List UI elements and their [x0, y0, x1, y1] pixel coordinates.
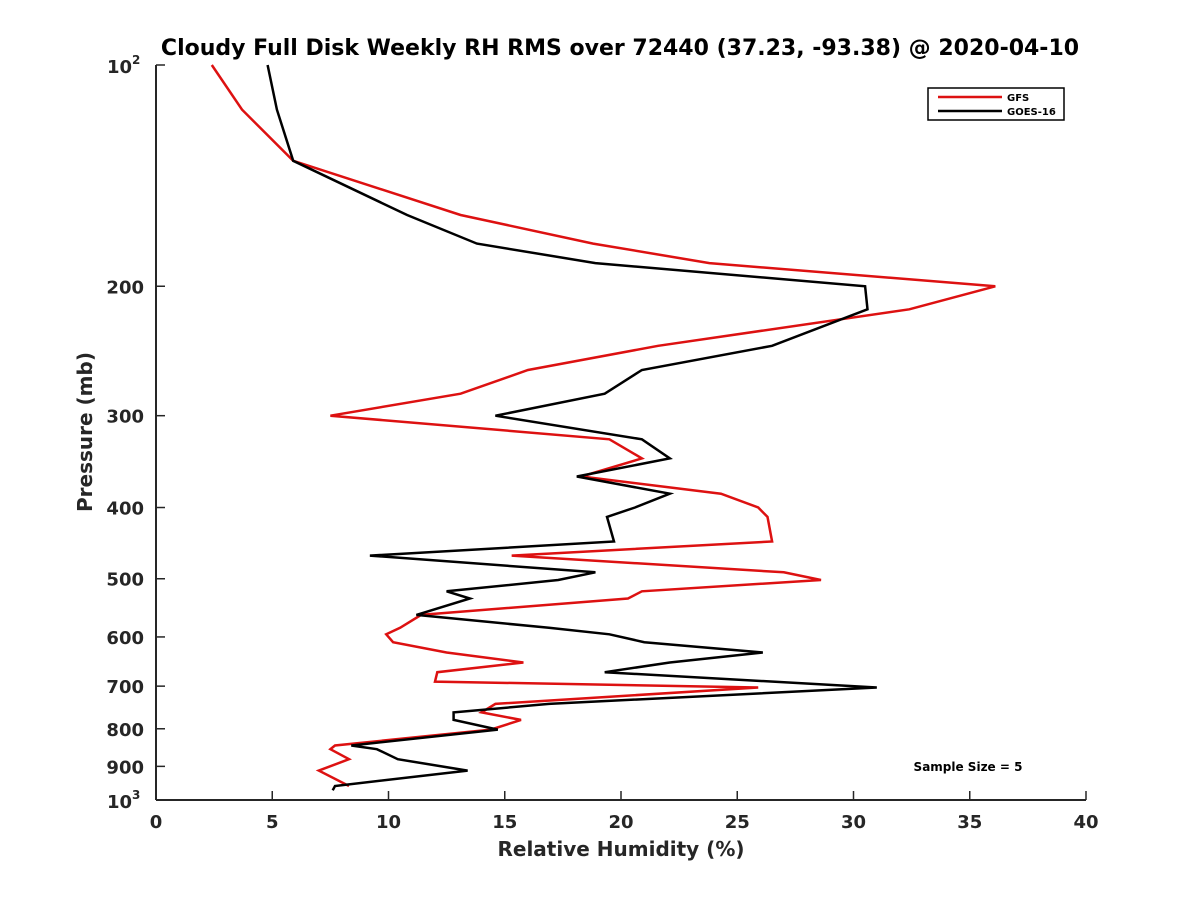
legend: GFS GOES-16 [927, 87, 1065, 121]
x-tick-label: 30 [841, 812, 866, 833]
legend-label-gfs: GFS [1007, 93, 1029, 104]
y-tick-label: 600 [106, 628, 144, 649]
series-layer [210, 64, 996, 791]
chart-title: Cloudy Full Disk Weekly RH RMS over 7244… [161, 36, 1079, 61]
y-tick-label: 200 [106, 277, 144, 298]
y-tick-label: 500 [106, 570, 144, 591]
x-tick-label: 5 [266, 812, 279, 833]
sample-size-annotation: Sample Size = 5 [914, 760, 1023, 774]
legend-label-goes-16: GOES-16 [1007, 107, 1056, 118]
x-ticks: 0 5 10 15 20 25 30 35 40 [150, 791, 1099, 833]
y-tick-label: 400 [106, 499, 144, 520]
x-tick-label: 0 [150, 812, 163, 833]
x-tick-label: 40 [1073, 812, 1098, 833]
legend-box [927, 87, 1065, 121]
x-tick-label: 25 [725, 812, 750, 833]
x-tick-label: 35 [957, 812, 982, 833]
series-line-goes-16 [266, 64, 877, 791]
y-tick-label: 900 [106, 757, 144, 778]
y-tick-label-exponent: 2 [132, 53, 140, 67]
y-tick-label: 700 [106, 677, 144, 698]
y-tick-label: 300 [106, 407, 144, 428]
x-tick-label: 10 [376, 812, 401, 833]
x-axis-label: Relative Humidity (%) [497, 837, 744, 861]
y-tick-label-exponent: 3 [132, 788, 140, 802]
x-tick-label: 20 [608, 812, 633, 833]
x-tick-label: 15 [492, 812, 517, 833]
y-tick-label: 10 [107, 792, 132, 813]
series-line-gfs [210, 64, 996, 788]
y-axis-label: Pressure (mb) [73, 352, 97, 512]
y-tick-label: 10 [107, 57, 132, 78]
y-tick-label: 800 [106, 720, 144, 741]
